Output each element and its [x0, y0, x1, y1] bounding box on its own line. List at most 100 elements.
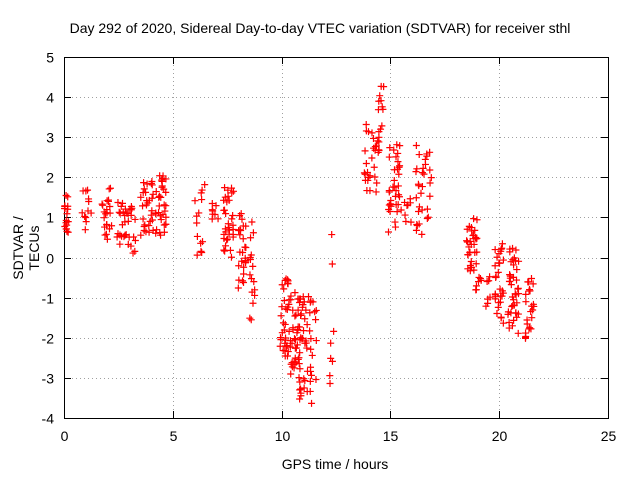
data-point [78, 209, 86, 217]
data-point [242, 257, 250, 265]
data-point [197, 247, 205, 255]
data-point [299, 293, 307, 301]
data-point [505, 324, 513, 332]
data-point [160, 228, 168, 236]
data-point [466, 237, 474, 245]
data-point [246, 314, 254, 322]
data-point [394, 149, 402, 157]
data-point [421, 155, 429, 163]
data-point [360, 169, 368, 177]
data-point [395, 163, 403, 171]
data-point [385, 201, 393, 209]
data-point [498, 240, 506, 248]
data-point [303, 321, 311, 329]
data-point [402, 218, 410, 226]
data-point [155, 202, 163, 210]
data-point [228, 184, 236, 192]
data-point [507, 281, 515, 289]
data-point [330, 327, 338, 335]
data-point [147, 211, 155, 219]
y-tick-label: 5 [46, 50, 54, 66]
data-point [238, 215, 246, 223]
data-point [229, 233, 237, 241]
data-point [81, 213, 89, 221]
data-point [285, 327, 293, 335]
data-point [108, 222, 116, 230]
data-point [300, 298, 308, 306]
data-point [290, 360, 298, 368]
data-point [102, 210, 110, 218]
data-point [510, 316, 518, 324]
data-point [139, 189, 147, 197]
data-point [393, 208, 401, 216]
data-point [418, 169, 426, 177]
data-point [513, 313, 521, 321]
data-point [191, 197, 199, 205]
data-point [139, 202, 147, 210]
data-point [427, 174, 435, 182]
data-point [307, 363, 315, 371]
data-point [301, 315, 309, 323]
data-point [514, 285, 522, 293]
data-point [297, 310, 305, 318]
data-point [104, 196, 112, 204]
data-point [485, 277, 493, 285]
data-point [101, 223, 109, 231]
data-point [361, 176, 369, 184]
data-point [526, 287, 534, 295]
data-point [495, 259, 503, 267]
data-point [372, 188, 380, 196]
data-point [509, 244, 517, 252]
data-point [284, 348, 292, 356]
y-tick-label: -2 [42, 331, 55, 347]
data-point [513, 299, 521, 307]
data-point [239, 235, 247, 243]
data-point [483, 277, 491, 285]
data-point [426, 179, 434, 187]
data-point [303, 388, 311, 396]
data-point [279, 347, 287, 355]
data-point [160, 201, 168, 209]
data-point [235, 276, 243, 284]
data-point [308, 399, 316, 407]
data-point [378, 103, 386, 111]
data-point [513, 266, 521, 274]
data-point [224, 192, 232, 200]
data-point [291, 289, 299, 297]
data-point [389, 183, 397, 191]
data-point [412, 141, 420, 149]
data-point [282, 334, 290, 342]
data-point [419, 164, 427, 172]
data-point [415, 207, 423, 215]
data-point [114, 199, 122, 207]
data-point [81, 226, 89, 234]
data-point [467, 257, 475, 265]
data-point [384, 228, 392, 236]
data-point [287, 292, 295, 300]
data-point [296, 365, 304, 373]
data-point [514, 329, 522, 337]
data-point [467, 240, 475, 248]
data-point [495, 299, 503, 307]
data-point [386, 144, 394, 152]
data-point [376, 92, 384, 100]
data-point [392, 153, 400, 161]
data-point [280, 285, 288, 293]
data-point [473, 216, 481, 224]
data-point [507, 258, 515, 266]
data-point [106, 202, 114, 210]
data-point [63, 227, 71, 235]
data-point [221, 247, 229, 255]
data-point [326, 380, 334, 388]
data-point [229, 226, 237, 234]
data-point [470, 266, 478, 274]
data-point [236, 212, 244, 220]
data-point [296, 386, 304, 394]
data-point [227, 253, 235, 261]
data-point [509, 301, 517, 309]
data-point [394, 182, 402, 190]
y-tick-label: 2 [46, 170, 54, 186]
data-point [491, 246, 499, 254]
data-point [229, 211, 237, 219]
data-point [294, 295, 302, 303]
